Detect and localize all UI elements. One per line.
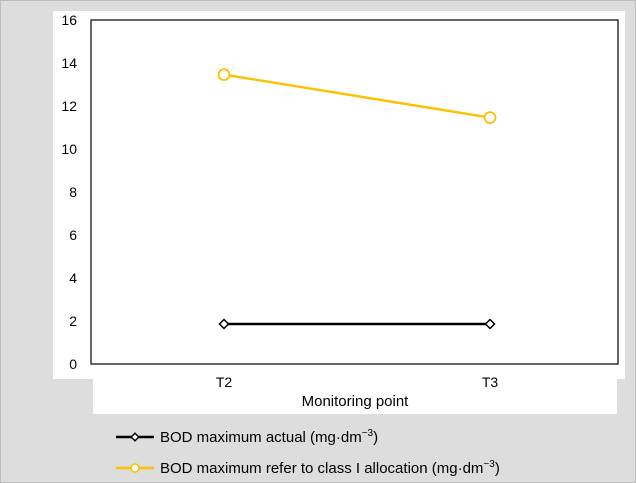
data-point xyxy=(484,318,496,330)
y-tick-label: 8 xyxy=(69,184,77,200)
legend-label: BOD maximum actual (mg·dm−3) xyxy=(160,428,378,446)
y-tick-label: 16 xyxy=(61,12,77,28)
data-point xyxy=(483,111,497,124)
legend-label-superscript: −3 xyxy=(362,428,374,439)
plot-area xyxy=(90,19,619,365)
legend-marker xyxy=(130,463,140,473)
legend-label-suffix: ) xyxy=(373,429,378,446)
y-tick-labels: 0 2 4 6 8 10 12 14 16 xyxy=(61,12,77,372)
y-tick-label: 4 xyxy=(69,270,77,286)
x-tick-label: T3 xyxy=(482,374,499,390)
legend: BOD maximum actual (mg·dm−3)BOD maximum … xyxy=(116,428,500,477)
y-tick-label: 2 xyxy=(69,313,77,329)
y-tick-label: 12 xyxy=(61,98,77,114)
x-axis-title: Monitoring point xyxy=(302,393,410,410)
y-tick-label: 0 xyxy=(69,356,77,372)
legend-label-suffix: ) xyxy=(495,460,500,477)
legend-label-name: BOD maximum refer to class I allocation … xyxy=(160,460,483,477)
series-layer xyxy=(217,68,497,330)
y-tick-label: 6 xyxy=(69,227,77,243)
legend-label-name: BOD maximum actual (mg·dm xyxy=(160,429,362,446)
data-point xyxy=(218,318,230,330)
x-axis-label-panel xyxy=(93,369,617,414)
series-line xyxy=(223,73,491,119)
x-tick-labels: T2 T3 xyxy=(216,374,499,390)
legend-label: BOD maximum refer to class I allocation … xyxy=(160,459,500,477)
data-point xyxy=(217,68,231,81)
legend-marker xyxy=(130,432,140,442)
legend-label-superscript: −3 xyxy=(483,459,495,470)
y-tick-label: 10 xyxy=(61,141,77,157)
x-tick-label: T2 xyxy=(216,374,233,390)
y-tick-label: 14 xyxy=(61,55,77,71)
